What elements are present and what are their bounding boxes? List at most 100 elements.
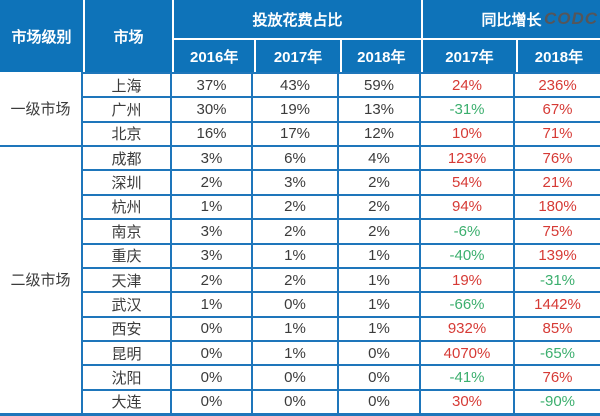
header-spend-years: 2016年 2017年 2018年 xyxy=(174,38,421,72)
spend-2017-cell: 19% xyxy=(253,96,339,121)
spend-2018-cell: 0% xyxy=(339,388,421,413)
table-header: 市场级别 市场 投放花费占比 2016年 2017年 2018年 同比增长 CO… xyxy=(0,0,600,72)
yoy-2017-cell: -6% xyxy=(421,218,515,243)
yoy-2017-cell: 932% xyxy=(421,315,515,340)
header-spend-year-2017: 2017年 xyxy=(254,40,339,72)
yoy-2017-cell: 10% xyxy=(421,120,515,146)
city-cell: 天津 xyxy=(83,266,172,292)
spend-2016-cell: 1% xyxy=(172,193,253,219)
city-cell: 北京 xyxy=(83,120,172,146)
city-cell: 大连 xyxy=(83,388,172,413)
yoy-2018-cell: 75% xyxy=(515,218,600,243)
header-market: 市场 xyxy=(83,0,172,72)
spend-2017-cell: 3% xyxy=(253,169,339,194)
spend-2018-cell: 2% xyxy=(339,218,421,243)
yoy-2017-cell: 123% xyxy=(421,145,515,170)
yoy-2018-cell: 85% xyxy=(515,315,600,340)
spend-2016-cell: 37% xyxy=(172,72,253,97)
spend-2016-cell: 16% xyxy=(172,120,253,146)
spend-2018-cell: 2% xyxy=(339,169,421,194)
yoy-2017-cell: 54% xyxy=(421,169,515,194)
yoy-2018-cell: -31% xyxy=(515,266,600,292)
yoy-2018-cell: 1442% xyxy=(515,291,600,316)
spend-2016-cell: 0% xyxy=(172,388,253,413)
spend-2016-cell: 3% xyxy=(172,218,253,243)
table-row: 大连 0% 0% 0% 30% -90% xyxy=(83,388,600,413)
spend-2018-cell: 0% xyxy=(339,364,421,389)
table-row: 广州 30% 19% 13% -31% 67% xyxy=(83,96,600,121)
table-row: 西安 0% 1% 1% 932% 85% xyxy=(83,315,600,340)
spend-2017-cell: 2% xyxy=(253,266,339,292)
spend-2017-cell: 2% xyxy=(253,193,339,219)
spend-2018-cell: 1% xyxy=(339,266,421,292)
table-row: 武汉 1% 0% 1% -66% 1442% xyxy=(83,291,600,316)
header-group-spend-share: 投放花费占比 2016年 2017年 2018年 xyxy=(172,0,421,72)
table-row: 上海 37% 43% 59% 24% 236% xyxy=(83,72,600,97)
header-group-yoy-growth: 同比增长 CODC 2017年 2018年 xyxy=(421,0,600,72)
yoy-2018-cell: 236% xyxy=(515,72,600,97)
spend-2016-cell: 0% xyxy=(172,339,253,365)
yoy-2017-cell: 30% xyxy=(421,388,515,413)
spend-2016-cell: 2% xyxy=(172,266,253,292)
spend-2018-cell: 1% xyxy=(339,291,421,316)
table-row: 重庆 3% 1% 1% -40% 139% xyxy=(83,242,600,267)
tier2-label-cell: 二级市场 xyxy=(0,144,81,413)
city-cell: 杭州 xyxy=(83,193,172,219)
market-level-column: 一级市场 二级市场 xyxy=(0,72,83,413)
spend-2018-cell: 0% xyxy=(339,339,421,365)
spend-2017-cell: 17% xyxy=(253,120,339,146)
city-cell: 广州 xyxy=(83,96,172,121)
table-row: 深圳 2% 3% 2% 54% 21% xyxy=(83,169,600,194)
yoy-2017-cell: -66% xyxy=(421,291,515,316)
yoy-2017-cell: 94% xyxy=(421,193,515,219)
city-cell: 西安 xyxy=(83,315,172,340)
spend-2018-cell: 2% xyxy=(339,193,421,219)
header-yoy-year-2018: 2018年 xyxy=(515,40,600,72)
yoy-2017-cell: -40% xyxy=(421,242,515,267)
spend-2016-cell: 1% xyxy=(172,291,253,316)
city-cell: 上海 xyxy=(83,72,172,97)
table-row: 杭州 1% 2% 2% 94% 180% xyxy=(83,193,600,219)
header-market-level: 市场级别 xyxy=(11,28,72,46)
spend-2017-cell: 1% xyxy=(253,315,339,340)
yoy-2018-cell: -65% xyxy=(515,339,600,365)
yoy-2017-cell: 19% xyxy=(421,266,515,292)
city-cell: 成都 xyxy=(83,145,172,170)
header-yoy-year-2017: 2017年 xyxy=(445,48,494,66)
codc-logo: CODC xyxy=(543,9,598,28)
yoy-2017-cell: 4070% xyxy=(421,339,515,365)
tier2-label: 二级市场 xyxy=(10,272,71,290)
city-cell: 武汉 xyxy=(83,291,172,316)
spend-2016-cell: 30% xyxy=(172,96,253,121)
city-cell: 深圳 xyxy=(83,169,172,194)
tier1-label-cell: 一级市场 xyxy=(0,72,81,145)
spend-2017-cell: 2% xyxy=(253,218,339,243)
yoy-2018-cell: 76% xyxy=(515,145,600,170)
city-cell: 沈阳 xyxy=(83,364,172,389)
header-yoy-years: 2017年 2018年 xyxy=(423,38,600,72)
spend-2018-cell: 4% xyxy=(339,145,421,170)
yoy-2018-cell: 139% xyxy=(515,242,600,267)
table-row: 昆明 0% 1% 0% 4070% -65% xyxy=(83,339,600,365)
spend-2017-cell: 0% xyxy=(253,388,339,413)
spend-2018-cell: 59% xyxy=(339,72,421,97)
table-body: 一级市场 二级市场 上海 37% 43% 59% 24% 236% 广州 30%… xyxy=(0,72,600,413)
yoy-2018-cell: 76% xyxy=(515,364,600,389)
yoy-2018-cell: 180% xyxy=(515,193,600,219)
city-cell: 南京 xyxy=(83,218,172,243)
spend-2016-cell: 3% xyxy=(172,145,253,170)
table-row: 北京 16% 17% 12% 10% 71% xyxy=(83,120,600,146)
spend-2017-cell: 0% xyxy=(253,364,339,389)
spend-2017-cell: 6% xyxy=(253,145,339,170)
table-row: 南京 3% 2% 2% -6% 75% xyxy=(83,218,600,243)
yoy-2018-cell: 21% xyxy=(515,169,600,194)
header-spend-year-2016: 2016年 xyxy=(189,48,239,66)
spend-2018-cell: 12% xyxy=(339,120,421,146)
spend-2017-cell: 0% xyxy=(253,291,339,316)
spend-2016-cell: 0% xyxy=(172,315,253,340)
yoy-2018-cell: 71% xyxy=(515,120,600,146)
spend-2017-cell: 1% xyxy=(253,242,339,267)
city-cell: 重庆 xyxy=(83,242,172,267)
spend-2017-cell: 1% xyxy=(253,339,339,365)
